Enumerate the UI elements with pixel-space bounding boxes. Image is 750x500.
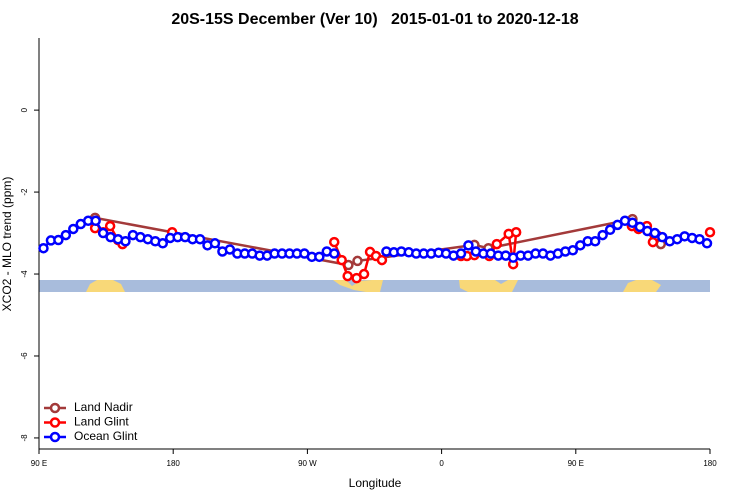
x-tick-label: 90 E (31, 459, 47, 468)
point (463, 240, 474, 251)
point (38, 242, 49, 254)
y-tick-label: -2 (20, 188, 29, 196)
point (352, 255, 363, 267)
legend-marker (49, 417, 61, 428)
y-tick-label: -8 (20, 434, 29, 442)
legend-label: Land Glint (74, 415, 129, 429)
legend-marker (49, 431, 61, 443)
land-strip (86, 280, 125, 292)
point (342, 270, 353, 282)
land-strip (333, 280, 383, 292)
point (376, 254, 388, 266)
point (97, 227, 109, 239)
point (649, 227, 661, 239)
x-tick-label: 180 (703, 459, 717, 468)
point (510, 226, 522, 238)
land-ocean-strip (39, 280, 710, 292)
point (90, 215, 101, 227)
point (53, 234, 64, 246)
point (701, 238, 713, 249)
point (328, 236, 340, 248)
point (68, 223, 79, 235)
land-strip (623, 280, 661, 292)
point (328, 248, 340, 259)
point (612, 219, 623, 231)
point (604, 224, 616, 236)
x-axis-label: Longitude (349, 476, 402, 490)
point (209, 238, 221, 249)
y-axis-label: XCO2 - MLO trend (ppm) (0, 177, 14, 312)
legend-label: Land Nadir (74, 400, 133, 414)
point (104, 220, 116, 232)
point (120, 235, 131, 247)
land-strip (459, 280, 518, 292)
point (634, 221, 646, 233)
point (455, 248, 467, 259)
x-tick-label: 90 W (298, 459, 317, 468)
point (224, 244, 236, 255)
point (358, 268, 370, 280)
x-tick-label: 90 E (568, 459, 584, 468)
point (627, 217, 638, 229)
chart-title: 20S-15S December (Ver 10) 2015-01-01 to … (171, 11, 578, 28)
point (194, 233, 206, 245)
point (589, 235, 601, 247)
point (567, 245, 579, 256)
legend-marker (49, 402, 61, 414)
point (657, 231, 668, 243)
y-tick-label: -6 (20, 352, 29, 360)
y-tick-label: 0 (20, 107, 29, 112)
legend-label: Ocean Glint (74, 429, 138, 443)
x-tick-label: 0 (439, 459, 444, 468)
point (704, 226, 716, 238)
point (597, 229, 608, 241)
point (351, 272, 362, 284)
point (336, 254, 347, 266)
point (314, 251, 325, 263)
x-tick-label: 180 (167, 459, 181, 468)
point (157, 238, 169, 249)
point (60, 229, 72, 241)
point (575, 240, 586, 251)
point (694, 233, 705, 245)
point (491, 238, 503, 250)
y-tick-label: -4 (20, 270, 29, 278)
